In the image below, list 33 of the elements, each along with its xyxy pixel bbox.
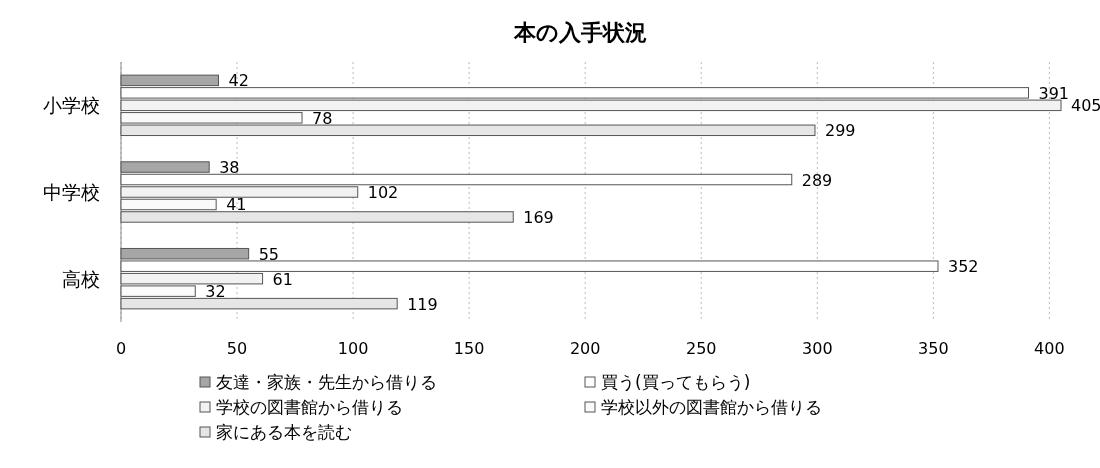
y-tick-label: 中学校 xyxy=(43,181,100,203)
data-label: 299 xyxy=(824,121,856,141)
legend-label: 友達・家族・先生から借りる xyxy=(216,372,437,392)
chart-title: 本の入手状況 xyxy=(512,20,647,45)
x-tick-label: 400 xyxy=(1034,339,1065,358)
legend-label: 学校の図書館から借りる xyxy=(216,397,403,417)
legend-label: 買う(買ってもらう) xyxy=(601,372,751,392)
y-tick-label: 小学校 xyxy=(43,94,100,117)
x-tick-label: 250 xyxy=(685,339,717,358)
data-label: 41 xyxy=(226,195,247,215)
x-tick-label: 50 xyxy=(226,339,248,358)
data-label: 352 xyxy=(947,257,979,277)
legend-label: 学校以外の図書館から借りる xyxy=(601,397,822,417)
x-tick-label: 150 xyxy=(453,339,485,358)
x-tick-label: 0 xyxy=(115,339,127,358)
data-label: 102 xyxy=(367,183,399,202)
data-label: 405 xyxy=(1071,96,1100,116)
x-tick-label: 200 xyxy=(569,339,601,358)
x-tick-label: 350 xyxy=(918,339,949,358)
data-label: 55 xyxy=(258,244,280,264)
data-label: 289 xyxy=(801,170,833,190)
x-tick-label: 100 xyxy=(337,339,369,358)
data-label: 78 xyxy=(312,108,333,128)
data-label: 119 xyxy=(407,294,438,314)
data-label: 38 xyxy=(219,158,240,178)
data-label: 169 xyxy=(523,207,554,227)
data-label: 61 xyxy=(272,269,293,289)
data-label: 32 xyxy=(205,282,226,302)
y-tick-label: 高校 xyxy=(62,267,100,290)
x-tick-label: 300 xyxy=(802,339,833,358)
legend-label: 家にある本を読む xyxy=(216,422,352,442)
data-label: 391 xyxy=(1038,83,1070,103)
data-label: 42 xyxy=(228,71,249,91)
